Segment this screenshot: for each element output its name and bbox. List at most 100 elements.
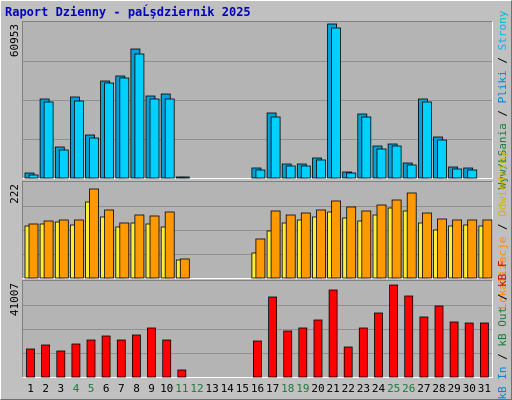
middle-panel-bar-lokalizacje (134, 214, 145, 279)
x-axis-day-labels: 1 2 3 4 5 6 7 8 9 10 11 12 13 14 15 16 17 18 19 20 21 22 23 24 2… (27, 382, 491, 395)
legend-middle-entry: / (496, 217, 509, 237)
top-panel-bar-strony (361, 116, 372, 179)
bottom-panel-bar-kb-f (343, 346, 353, 378)
middle-panel-bar-lokalizacje (452, 219, 463, 279)
top-panel-border (22, 21, 493, 179)
top-panel-bar-strony (391, 145, 402, 179)
middle-panel-bar-lokalizacje (164, 211, 175, 279)
top-panel-bar-strony (346, 172, 357, 179)
x-day-label: 29 (448, 382, 461, 395)
bottom-panel-bar-kb-f (434, 305, 444, 378)
bottom-panel-bar-kb-f (479, 322, 489, 378)
top-panel-bar-strony (406, 164, 417, 179)
middle-panel-border (22, 181, 493, 279)
bottom-panel-border (22, 280, 493, 378)
middle-panel-bar-lokalizacje (437, 218, 447, 279)
bottom-panel-bar-kb-f (71, 343, 81, 378)
bottom-panel-bar-kb-f (283, 330, 293, 378)
bottom-panel-bar-kb-f (147, 327, 156, 378)
x-day-label: 14 (221, 382, 235, 395)
bottom-panel-bar-kb-f (419, 316, 429, 378)
x-day-label: 16 (251, 382, 264, 395)
x-day-label: 15 (236, 382, 249, 395)
middle-panel-bar-lokalizacje (119, 222, 130, 279)
legend-top-entry: Strony (496, 10, 509, 50)
x-day-label: 2 (42, 382, 49, 395)
middle-panel-bar-lokalizacje (406, 192, 417, 279)
x-day-label: 8 (133, 382, 140, 395)
top-panel-bar-strony (149, 98, 160, 179)
middle-panel-bar-lokalizacje (346, 206, 357, 279)
middle-panel-bar-lokalizacje (421, 212, 432, 279)
x-day-label: 30 (463, 382, 476, 395)
legend-middle-entry: Lokalizacje (496, 237, 509, 310)
x-day-label: 28 (432, 382, 445, 395)
middle-panel-bar-lokalizacje (300, 212, 311, 279)
top-panel-bar-strony (255, 169, 266, 179)
x-day-label: 21 (326, 382, 339, 395)
x-day-label: 9 (148, 382, 155, 395)
legend-top: Wyw/ŁSania / Pliki / Strony (496, 10, 509, 189)
middle-panel-bar-lokalizacje (361, 210, 372, 279)
bottom-panel-bar-kb-f (86, 339, 96, 378)
bottom-panel-bar-kb-f (41, 344, 50, 378)
x-day-label: 31 (478, 382, 491, 395)
x-day-label: 7 (118, 382, 125, 395)
legend-middle-entry: Odwiedziny (496, 150, 509, 217)
bottom-panel-bar-kb-f (404, 295, 414, 378)
bottom-panel-bar-kb-f (449, 321, 459, 378)
legend-bottom-entry: kB In (496, 366, 509, 399)
legend-bottom-entry: / (496, 347, 509, 367)
middle-panel-bar-lokalizacje (391, 199, 402, 279)
x-day-label: 26 (402, 382, 415, 395)
middle-panel-bar-lokalizacje (270, 210, 281, 279)
top-panel-bar-strony (285, 165, 296, 179)
middle-panel-bar-lokalizacje (58, 219, 69, 279)
top-panel-border (22, 21, 493, 179)
middle-panel-bar-lokalizacje (179, 258, 190, 279)
bottom-panel-bar-kb-f (374, 312, 383, 378)
x-day-label: 17 (266, 382, 279, 395)
top-panel-bar-strony (467, 169, 478, 179)
legend-bottom-entry: kB F (496, 260, 509, 287)
middle-panel-bar-lokalizacje (316, 209, 326, 279)
middle-panel-bar-lokalizacje (28, 223, 39, 279)
top-panel-ymax-label: 60953 (8, 24, 21, 57)
middle-panel-ymax-label: 222 (8, 184, 21, 204)
middle-panel-bar-lokalizacje (376, 204, 387, 279)
x-day-label: 10 (160, 382, 173, 395)
top-panel-bar-strony (270, 116, 281, 179)
middle-panel-bar-lokalizacje (331, 200, 342, 279)
bottom-panel-bar-kb-f (131, 334, 141, 378)
x-day-label: 27 (417, 382, 430, 395)
top-panel-bar-strony (104, 82, 114, 179)
bottom-panel-bar-kb-f (252, 340, 262, 378)
x-day-label: 13 (205, 382, 218, 395)
bottom-panel-bar-kb-f (268, 296, 278, 378)
bottom-panel-bar-kb-f (328, 289, 338, 378)
bottom-panel-bar-kb-f (56, 350, 66, 378)
top-panel (22, 21, 493, 179)
x-day-label: 24 (372, 382, 386, 395)
y-axis-max-labels: 60953 222 41007 (8, 24, 21, 316)
top-panel-bar-strony (421, 101, 432, 179)
legend-bottom-entry: / (496, 287, 509, 307)
middle-panel-bar-lokalizacje (74, 219, 84, 279)
x-day-label: 11 (175, 382, 188, 395)
bottom-panel-bar-kb-f (26, 348, 35, 378)
top-panel-bar-strony (74, 100, 84, 179)
top-panel-bar-strony (437, 139, 447, 179)
legend-top-entry: Wyw/ŁSania (496, 123, 509, 189)
top-panel-bar-strony (179, 176, 190, 179)
top-panel-bar-strony (300, 165, 311, 179)
middle-panel-bar-lokalizacje (104, 209, 114, 279)
bottom-panel-bar-kb-f (116, 339, 126, 378)
plot-area (22, 21, 493, 378)
bottom-panel-bar-kb-f (177, 369, 187, 378)
x-day-label: 3 (57, 382, 64, 395)
top-panel-bar-strony (89, 137, 99, 179)
top-panel-bar-strony (43, 101, 54, 179)
legend-top-entry: / (496, 50, 509, 70)
bottom-panel-bar-kb-f (101, 335, 111, 378)
